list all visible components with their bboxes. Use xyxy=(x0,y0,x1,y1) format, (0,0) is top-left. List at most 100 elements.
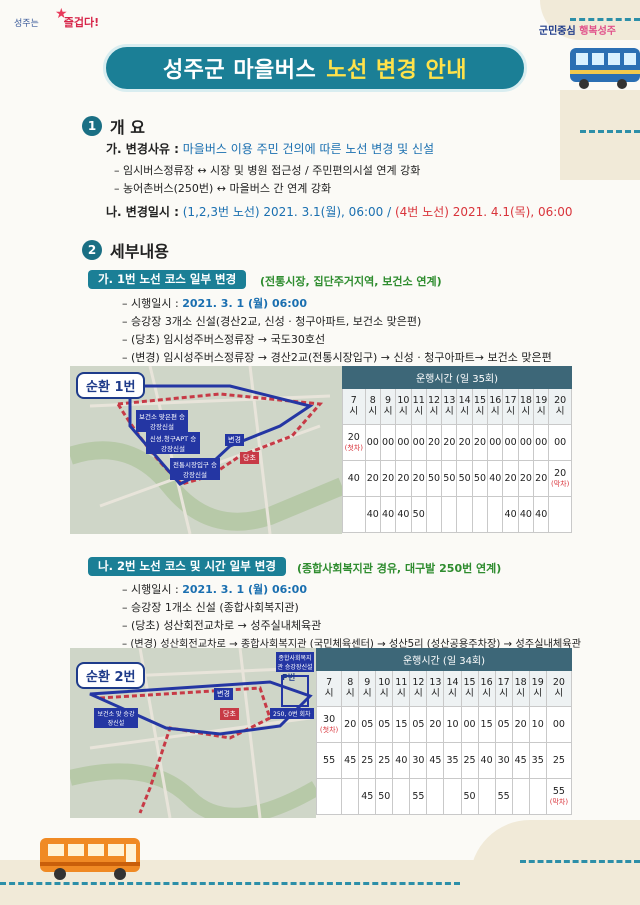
hour-label: 8 시 xyxy=(368,394,378,417)
route1-bullet-1: – 승강장 3개소 신설(경산2교, 신성 · 청구아파트, 보건소 맞은편) xyxy=(122,315,422,328)
time-cell: 20 xyxy=(379,460,397,497)
section1-title: 개 요 xyxy=(110,118,146,137)
time-cell: 40 xyxy=(477,742,496,779)
time-cell: 50 xyxy=(471,460,489,497)
hour-cell: 11 시 xyxy=(410,388,427,425)
hour-cell: 9 시 xyxy=(379,388,397,425)
route2-bullet-1: – 승강장 1개소 신설 (종합사회복지관) xyxy=(122,601,299,614)
time-cell xyxy=(342,496,366,533)
route1-map-tag-2: 신성,청구APT 승강장신설 xyxy=(146,432,200,454)
time-cell: 20 xyxy=(341,706,360,743)
change-date-part2: (4번 노선) 2021. 4.1(목), 06:00 xyxy=(394,205,573,219)
logo-left-text2: 즐겁다! xyxy=(63,16,100,29)
route1-bullet-2: – (당초) 임시성주버스정류장 → 국도30호선 xyxy=(122,333,326,346)
logo-right: 군민중심 행복성주 xyxy=(539,22,616,37)
time-cell xyxy=(425,496,443,533)
route1-schedule: 운행시간 (일 35회) 7 시 8 시 9 시 10 시 11 시 12 시 … xyxy=(342,366,572,533)
hour-label: 20 시 xyxy=(552,676,565,699)
time-cell: 55 (막차) xyxy=(545,778,573,815)
title-part1: 성주군 마을버스 xyxy=(162,58,317,83)
time-cell: 45 xyxy=(426,742,445,779)
route2-map-title: 순환 2번 xyxy=(76,662,146,689)
hour-label: 9 시 xyxy=(383,394,393,417)
change-reason-text: 마을버스 이용 주민 건의에 따른 노선 변경 및 신설 xyxy=(182,142,435,156)
hour-cell: 15 시 xyxy=(471,388,489,425)
route1-note: (전통시장, 집단주거지역, 보건소 연계) xyxy=(260,275,442,288)
time-cell: 20 (막차) xyxy=(548,460,572,497)
hour-cell: 7 시 xyxy=(315,670,343,707)
route1-date-prefix: – 시행일시 : xyxy=(122,297,179,310)
time-cell: 20 xyxy=(410,460,427,497)
time-cell: 45 xyxy=(341,742,360,779)
time-cell: 25 xyxy=(358,742,377,779)
route1-row-2: 40 20 20 20 20 50 50 50 50 40 20 20 20 2… xyxy=(342,460,572,497)
route1-map-tag-3: 전통시장입구 승강장신설 xyxy=(170,458,220,480)
time-cell: 20 xyxy=(426,706,445,743)
route2-schedule-title: 운행시간 (일 34회) xyxy=(316,648,572,671)
road-decoration-right xyxy=(560,90,640,180)
time-cell: 20 xyxy=(517,460,535,497)
time-cell: 20 xyxy=(471,424,489,461)
route2-date-value: 2021. 3. 1 (월) 06:00 xyxy=(182,583,307,596)
time-cell: 45 xyxy=(511,742,530,779)
time-cell: 25 xyxy=(460,742,479,779)
reason-bullet-2: – 농어촌버스(250번) ↔ 마을버스 간 연계 강화 xyxy=(114,182,332,195)
time-cell: 15 xyxy=(477,706,496,743)
logo-right-part1: 군민중심 xyxy=(538,26,576,37)
title-part2: 노선 변경 안내 xyxy=(326,58,468,83)
time-cell: 00 xyxy=(517,424,535,461)
hour-cell: 16 시 xyxy=(487,388,504,425)
time-cell: 40 xyxy=(379,496,397,533)
route1-row-1: 20 (첫차) 00 00 00 00 20 20 20 20 00 00 00 … xyxy=(342,424,572,461)
time-cell xyxy=(456,496,473,533)
time-cell: 00 xyxy=(487,424,504,461)
time-cell: 50 xyxy=(441,460,458,497)
hour-cell: 17 시 xyxy=(502,388,519,425)
hour-cell: 13 시 xyxy=(426,670,445,707)
time-cell: 20 xyxy=(533,460,550,497)
time-value: 20 xyxy=(347,432,360,443)
time-cell: 50 xyxy=(425,460,443,497)
time-cell: 45 xyxy=(358,778,377,815)
route2-map-tag-4: 보건소 맞 승강장신설 xyxy=(94,708,138,728)
time-cell: 30 xyxy=(409,742,428,779)
hour-cell: 19 시 xyxy=(528,670,547,707)
road-dash-right xyxy=(580,130,640,133)
last-bus-note: (막차) xyxy=(549,798,569,806)
route1-bullet-3: – (변경) 임시성주버스정류장 → 경산2교(전통시장입구) → 신성 · 청… xyxy=(122,351,552,364)
time-cell: 20 xyxy=(511,706,530,743)
time-cell: 00 xyxy=(502,424,519,461)
route1-pill: 가. 1번 노선 코스 일부 변경 xyxy=(88,270,247,289)
time-cell: 05 xyxy=(358,706,377,743)
last-bus-note: (막차) xyxy=(551,480,570,488)
hour-cell: 11 시 xyxy=(392,670,411,707)
time-cell: 40 xyxy=(364,496,381,533)
route2-pill: 나. 2번 노선 코스 및 시간 일부 변경 xyxy=(88,557,286,576)
time-cell: 20 xyxy=(456,424,473,461)
time-cell: 40 xyxy=(517,496,535,533)
hour-cell: 8 시 xyxy=(341,670,360,707)
hour-cell: 20 시 xyxy=(548,388,572,425)
hour-label: 10 시 xyxy=(397,394,410,417)
time-cell: 20 xyxy=(425,424,443,461)
route2-row-3: 45 50 55 50 55 55 (막차) xyxy=(315,778,573,815)
time-cell: 00 xyxy=(379,424,397,461)
reason-bullet-1: – 임시버스정류장 ↔ 시장 및 병원 접근성 / 주민편의시설 연계 강화 xyxy=(114,164,421,177)
section1-number: 1 xyxy=(82,116,102,136)
hour-label: 7 시 xyxy=(349,394,359,417)
section2-title: 세부내용 xyxy=(110,242,169,261)
time-cell: 55 xyxy=(409,778,428,815)
hour-label: 12 시 xyxy=(412,676,425,699)
route2-note: (종합사회복지관 경유, 대구발 250번 연계) xyxy=(297,562,502,575)
hour-cell: 18 시 xyxy=(517,388,535,425)
hour-cell: 8 시 xyxy=(364,388,381,425)
logo-right-part2: 행복성주 xyxy=(579,26,616,37)
hour-label: 11 시 xyxy=(395,676,408,699)
time-cell: 10 xyxy=(443,706,462,743)
hour-cell: 19 시 xyxy=(533,388,550,425)
route1-map: 순환 1번 보건소 맞은편 승강장신설 신성,청구APT 승강장신설 전통시장입… xyxy=(70,366,342,534)
hour-label: 13 시 xyxy=(429,676,442,699)
change-date: 나. 변경일시 : (1,2,3번 노선) 2021. 3.1(월), 06:0… xyxy=(106,203,573,220)
route2-map-graphic xyxy=(70,648,316,818)
time-cell: 50 xyxy=(456,460,473,497)
